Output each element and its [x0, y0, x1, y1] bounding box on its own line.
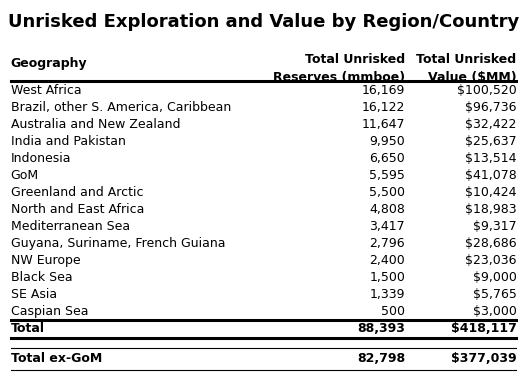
Text: 16,122: 16,122	[362, 101, 405, 114]
Text: GoM: GoM	[11, 169, 38, 182]
Text: Black Sea: Black Sea	[11, 271, 72, 284]
Text: North and East Africa: North and East Africa	[11, 203, 144, 216]
Text: $32,422: $32,422	[465, 118, 516, 131]
Text: $96,736: $96,736	[465, 101, 516, 114]
Text: Indonesia: Indonesia	[11, 152, 71, 165]
Text: Total Unrisked: Total Unrisked	[305, 53, 405, 66]
Text: Value ($MM): Value ($MM)	[428, 72, 516, 84]
Text: Australia and New Zealand: Australia and New Zealand	[11, 118, 180, 131]
Text: Geography: Geography	[11, 57, 87, 70]
Text: $25,637: $25,637	[465, 135, 516, 148]
Text: $3,000: $3,000	[473, 305, 516, 318]
Text: Total ex-GoM: Total ex-GoM	[11, 352, 102, 365]
Text: $9,317: $9,317	[473, 220, 516, 233]
Text: Caspian Sea: Caspian Sea	[11, 305, 88, 318]
Text: 9,950: 9,950	[369, 135, 405, 148]
Text: Mediterranean Sea: Mediterranean Sea	[11, 220, 130, 233]
Text: $377,039: $377,039	[451, 352, 516, 365]
Text: $100,520: $100,520	[457, 84, 516, 97]
Text: $18,983: $18,983	[465, 203, 516, 216]
Text: $41,078: $41,078	[465, 169, 516, 182]
Text: Greenland and Arctic: Greenland and Arctic	[11, 186, 143, 199]
Text: 88,393: 88,393	[357, 322, 405, 335]
Text: $28,686: $28,686	[465, 237, 516, 250]
Text: 5,595: 5,595	[369, 169, 405, 182]
Text: West Africa: West Africa	[11, 84, 81, 97]
Text: 3,417: 3,417	[369, 220, 405, 233]
Text: 1,339: 1,339	[369, 288, 405, 301]
Text: 6,650: 6,650	[369, 152, 405, 165]
Text: Brazil, other S. America, Caribbean: Brazil, other S. America, Caribbean	[11, 101, 231, 114]
Text: 16,169: 16,169	[362, 84, 405, 97]
Text: 11,647: 11,647	[362, 118, 405, 131]
Text: Unrisked Exploration and Value by Region/Country: Unrisked Exploration and Value by Region…	[8, 13, 519, 32]
Text: Total: Total	[11, 322, 45, 335]
Text: India and Pakistan: India and Pakistan	[11, 135, 125, 148]
Text: Reserves (mmboe): Reserves (mmboe)	[273, 72, 405, 84]
Text: Total Unrisked: Total Unrisked	[416, 53, 516, 66]
Text: 82,798: 82,798	[357, 352, 405, 365]
Text: $10,424: $10,424	[465, 186, 516, 199]
Text: 5,500: 5,500	[369, 186, 405, 199]
Text: 4,808: 4,808	[369, 203, 405, 216]
Text: Guyana, Suriname, French Guiana: Guyana, Suriname, French Guiana	[11, 237, 225, 250]
Text: $418,117: $418,117	[451, 322, 516, 335]
Text: SE Asia: SE Asia	[11, 288, 57, 301]
Text: $5,765: $5,765	[473, 288, 516, 301]
Text: $23,036: $23,036	[465, 254, 516, 267]
Text: 500: 500	[381, 305, 405, 318]
Text: 1,500: 1,500	[369, 271, 405, 284]
Text: NW Europe: NW Europe	[11, 254, 80, 267]
Text: $13,514: $13,514	[465, 152, 516, 165]
Text: 2,796: 2,796	[369, 237, 405, 250]
Text: 2,400: 2,400	[369, 254, 405, 267]
Text: $9,000: $9,000	[473, 271, 516, 284]
